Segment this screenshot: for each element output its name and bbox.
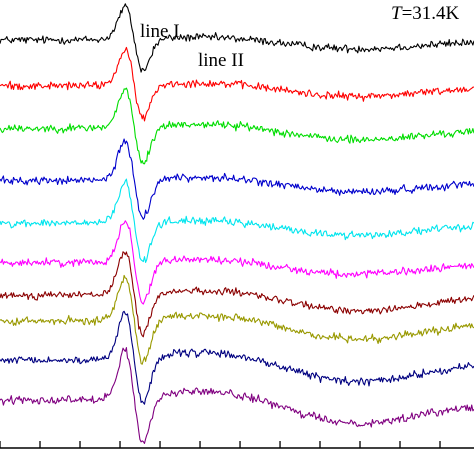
series-line-8	[0, 274, 474, 365]
series-line-10	[0, 347, 474, 444]
series-layer	[0, 3, 474, 444]
annotation-line-ii: line II	[198, 50, 244, 71]
series-line-9	[0, 310, 474, 405]
temperature-symbol: T	[391, 3, 403, 24]
annotation-temperature: T=31.4K	[391, 3, 460, 24]
series-line-4	[0, 138, 474, 220]
series-line-7	[0, 251, 474, 338]
x-axis	[0, 441, 474, 449]
temperature-value: =31.4K	[402, 3, 460, 24]
series-line-2	[0, 46, 474, 122]
series-line-3	[0, 87, 474, 165]
annotation-line-i: line I	[140, 21, 180, 42]
series-line-5	[0, 178, 474, 263]
series-line-6	[0, 220, 474, 305]
series-line-1	[0, 3, 474, 73]
